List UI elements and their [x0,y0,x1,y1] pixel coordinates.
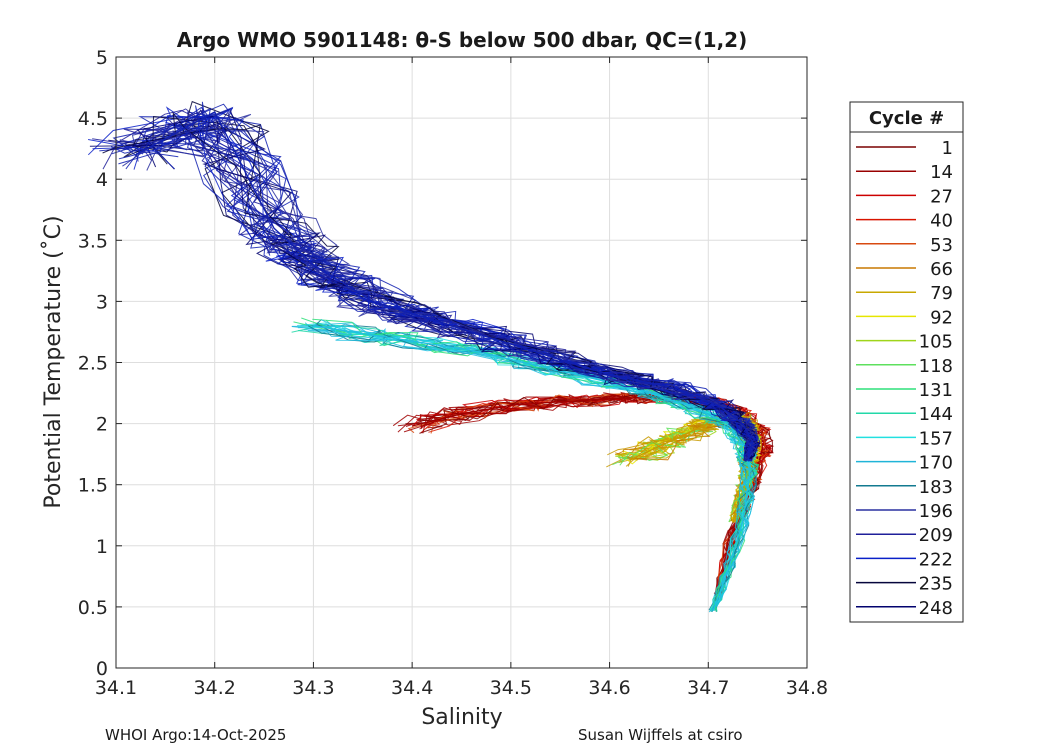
x-tick-label: 34.7 [687,677,729,699]
y-tick-label: 1 [96,536,108,558]
profile-line [136,107,755,461]
y-tick-label: 0.5 [78,597,108,619]
series-line [313,325,751,611]
y-tick-label: 3 [96,291,108,313]
y-tick-label: 4.5 [78,108,108,130]
series-line [135,111,754,461]
legend-entry-label: 53 [930,235,953,256]
legend-entry-label: 235 [919,574,953,595]
legend-entry-label: 209 [919,525,953,546]
legend-entry-label: 1 [942,138,953,159]
axes: 34.1 34.2 34.3 34.4 34.5 34.6 34.7 34.800.511.5… [78,47,828,699]
legend-title: Cycle # [869,108,944,129]
legend-entry-label: 196 [919,501,953,522]
profile-line [327,331,757,613]
legend-entry-label: 14 [930,162,953,183]
legend-entry-label: 105 [919,332,953,353]
legend-entry-label: 118 [919,356,953,377]
x-tick-label: 34.1 [95,677,137,699]
x-tick-label: 34.3 [292,677,334,699]
legend-entry-label: 222 [919,549,953,570]
x-axis-label: Salinity [421,705,502,730]
legend-entry-label: 170 [919,453,953,474]
x-tick-label: 34.4 [391,677,433,699]
y-axis-label: Potential Temperature (˚C) [41,215,66,508]
legend-entry-label: 248 [919,598,953,619]
series-group [87,100,775,613]
footer-credit-right: Susan Wijffels at csiro [578,726,743,744]
footer-credit-left: WHOI Argo:14-Oct-2025 [105,726,287,744]
legend-entry-label: 40 [930,211,953,232]
legend-entry-label: 131 [919,380,953,401]
legend-entry-label: 183 [919,477,953,498]
plot-border [115,56,808,669]
legend-entry-label: 92 [930,307,953,328]
y-tick-label: 2 [96,414,108,436]
y-tick-label: 4 [96,169,108,191]
y-tick-label: 3.5 [78,230,108,252]
chart-title: Argo WMO 5901148: θ-S below 500 dbar, QC… [177,28,747,52]
legend: Cycle # 1 14 27 40 53 66 79 92 105 118 131 144 157 170… [849,101,964,623]
profile-line [133,115,757,460]
x-tick-label: 34.6 [588,677,630,699]
profile-line [119,127,756,462]
y-tick-label: 5 [96,47,108,69]
profile-line [122,128,759,462]
legend-entry-label: 144 [919,404,953,425]
legend-entry-label: 27 [930,186,953,207]
legend-entry-label: 157 [919,428,953,449]
x-tick-label: 34.8 [786,677,828,699]
x-tick-label: 34.2 [194,677,236,699]
legend-entry-label: 66 [930,259,953,280]
legend-entry-label: 79 [930,283,953,304]
y-tick-label: 2.5 [78,353,108,375]
y-tick-label: 1.5 [78,475,108,497]
legend-box [849,101,964,623]
y-tick-label: 0 [96,658,108,680]
x-tick-label: 34.5 [490,677,532,699]
series-group-4 [87,100,761,462]
